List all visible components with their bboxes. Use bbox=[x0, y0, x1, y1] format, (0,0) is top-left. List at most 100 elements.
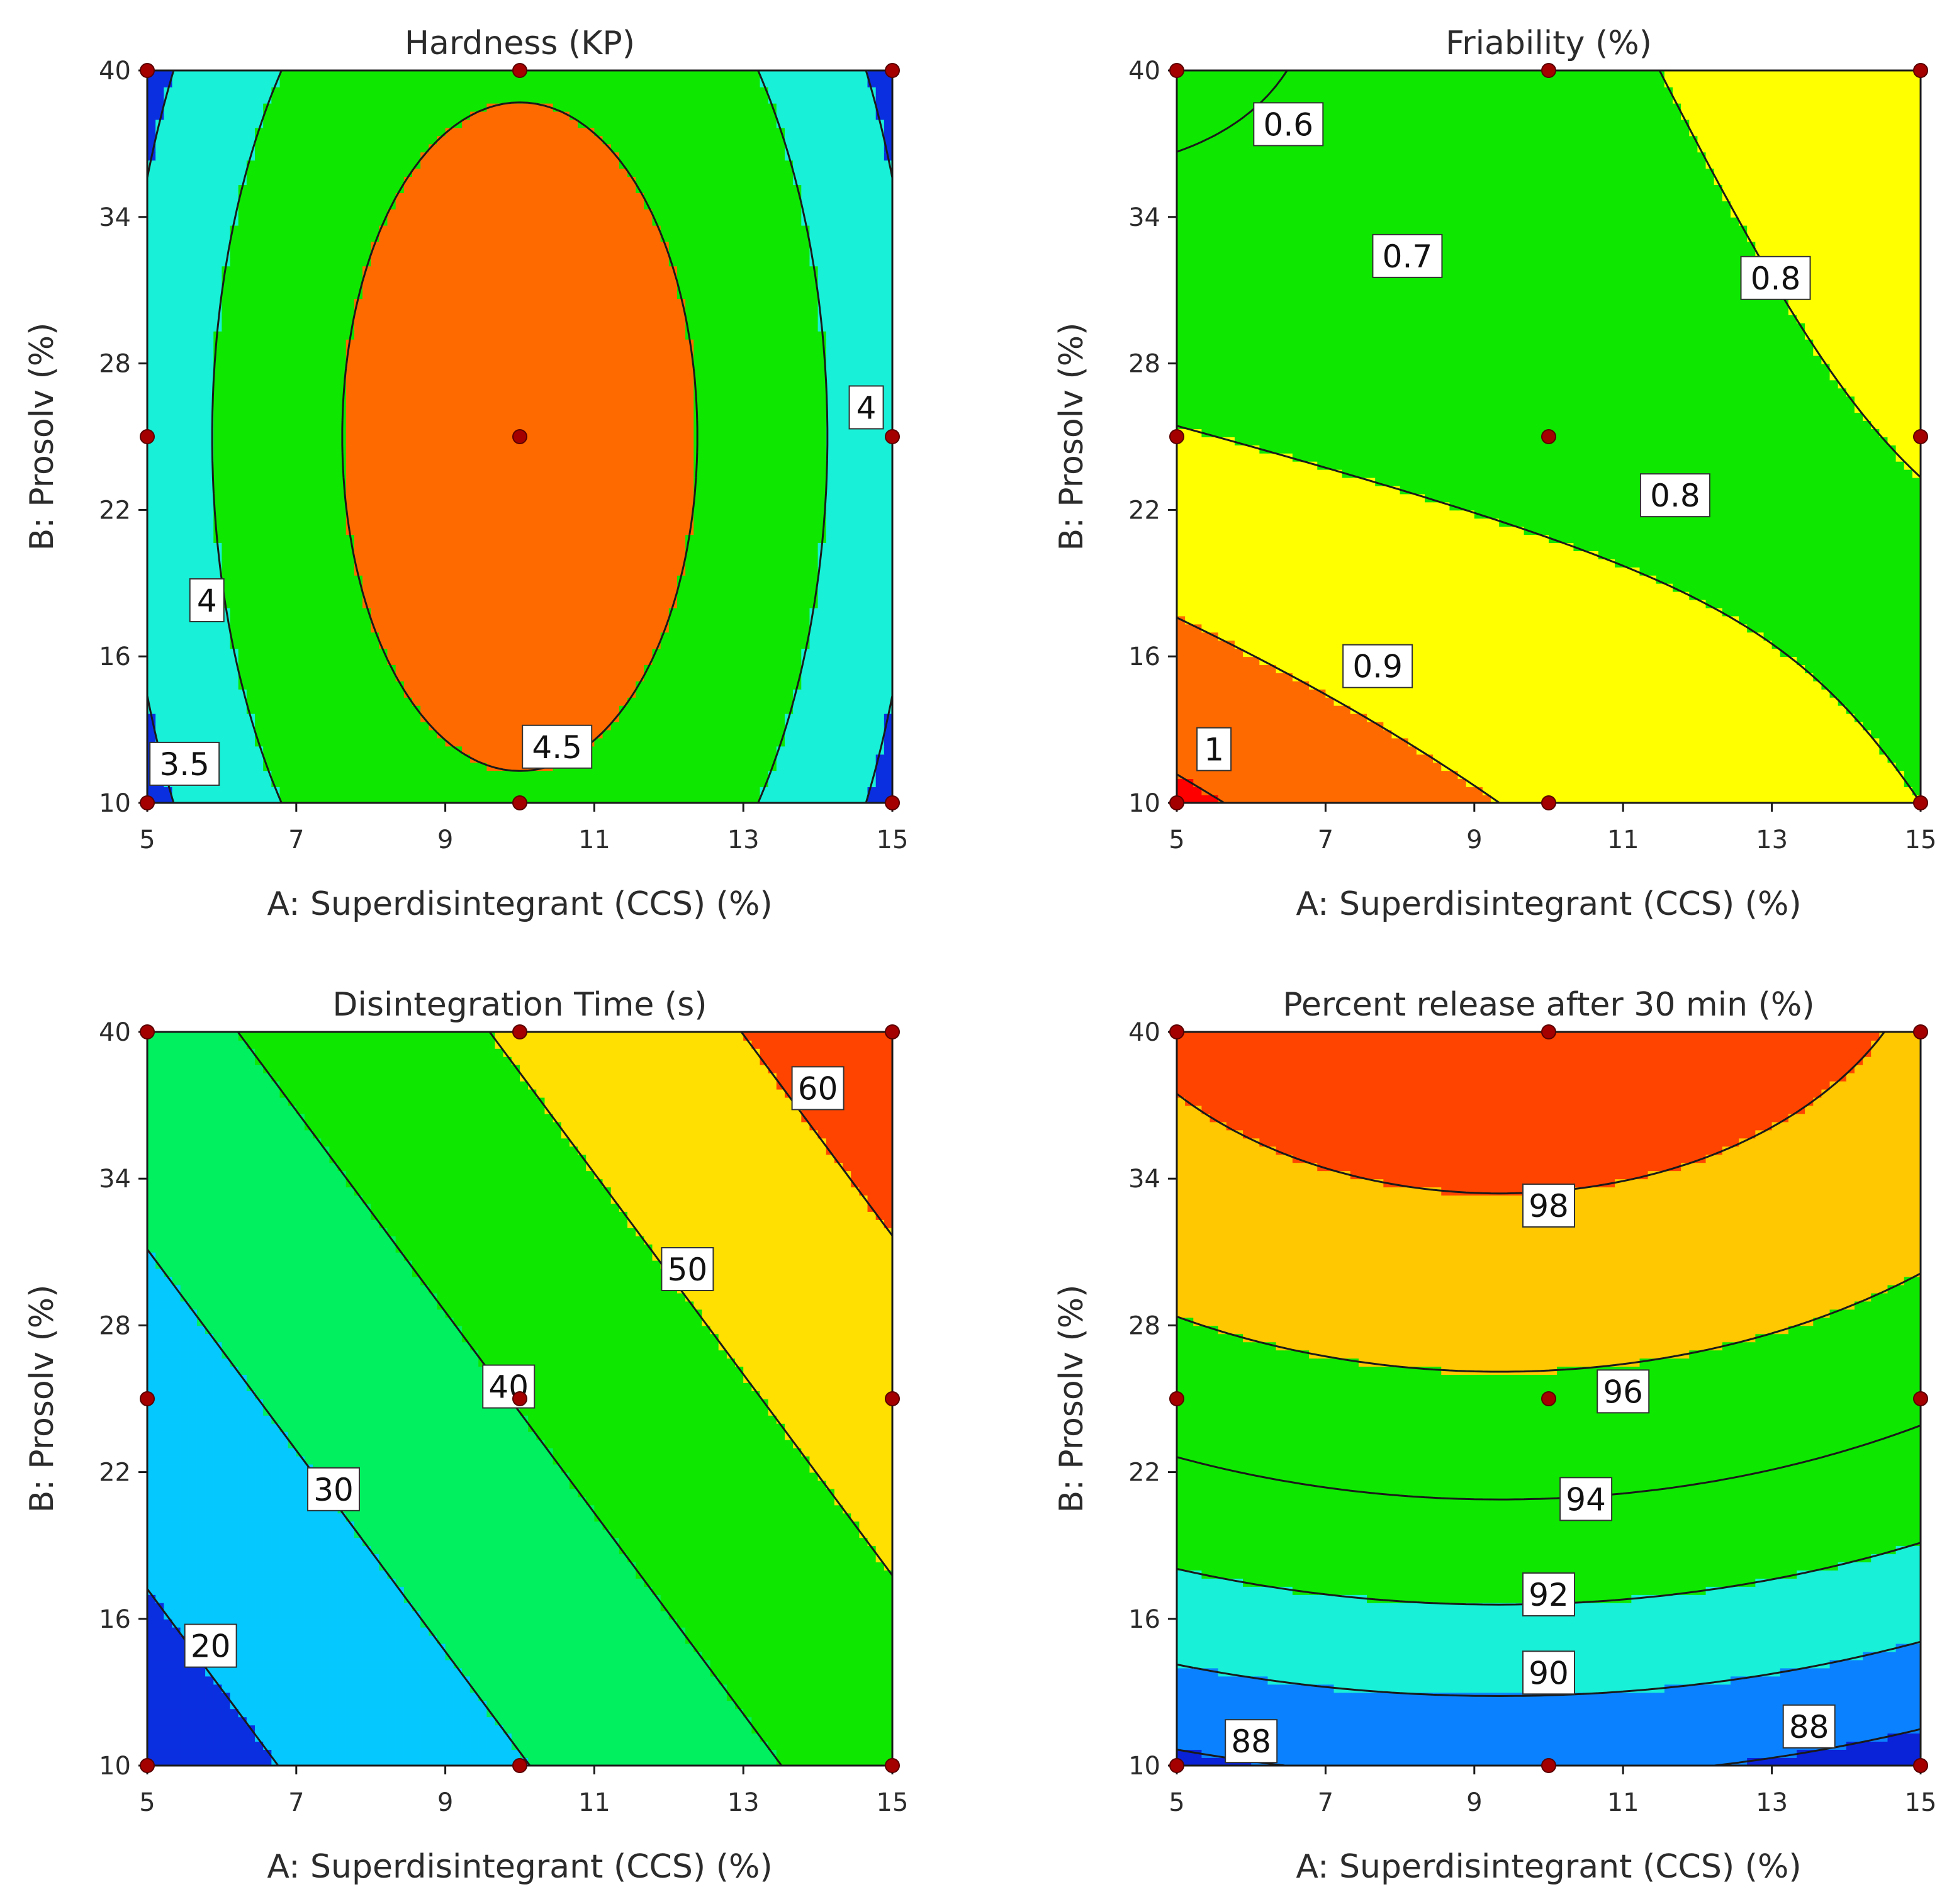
x-tick-label: 15 bbox=[1905, 1788, 1937, 1817]
x-tick-label: 13 bbox=[1756, 1788, 1788, 1817]
y-tick-label: 10 bbox=[99, 1752, 131, 1781]
y-tick-label: 40 bbox=[1128, 57, 1160, 86]
contour-label: 3.5 bbox=[159, 746, 210, 783]
y-tick-label: 10 bbox=[1128, 1752, 1160, 1781]
contour-label-box bbox=[149, 741, 220, 786]
design-point bbox=[885, 429, 900, 444]
design-point bbox=[1169, 63, 1184, 78]
x-tick-label: 9 bbox=[437, 1788, 453, 1817]
y-tick-label: 28 bbox=[99, 350, 131, 379]
design-point bbox=[512, 1758, 527, 1773]
contour-label-box bbox=[1782, 1704, 1836, 1749]
design-point bbox=[1541, 429, 1556, 444]
contour-panel-2: 5 7 9 11 13 15 10 16 22 28 34 40 Friability (%) A: Su… bbox=[1053, 25, 1936, 923]
y-tick-label: 16 bbox=[99, 1605, 131, 1634]
x-tick-label: 5 bbox=[139, 1788, 155, 1817]
contour-label: 0.7 bbox=[1383, 238, 1433, 275]
design-point bbox=[1913, 1391, 1928, 1406]
contour-lines bbox=[147, 1032, 892, 1766]
design-point bbox=[140, 429, 155, 444]
contour-line-4.5 bbox=[341, 101, 699, 772]
design-point bbox=[512, 1024, 527, 1039]
x-axis-label: A: Superdisintegrant (CCS) (%) bbox=[1296, 1848, 1801, 1886]
design-point bbox=[1913, 1024, 1928, 1039]
design-point bbox=[512, 63, 527, 78]
y-tick-label: 34 bbox=[1128, 203, 1160, 232]
design-point bbox=[885, 1024, 900, 1039]
x-tick-label: 5 bbox=[139, 826, 155, 854]
chart-title: Percent release after 30 min (%) bbox=[1283, 986, 1814, 1024]
x-tick-label: 5 bbox=[1169, 826, 1184, 854]
contour-label: 92 bbox=[1529, 1577, 1569, 1613]
x-tick-label: 7 bbox=[288, 1788, 304, 1817]
y-tick-label: 16 bbox=[99, 642, 131, 671]
y-tick-label: 10 bbox=[99, 789, 131, 818]
chart-title: Disintegration Time (s) bbox=[332, 986, 707, 1024]
contour-label: 0.8 bbox=[1751, 260, 1801, 297]
x-tick-label: 13 bbox=[727, 826, 760, 854]
contour-line-4 bbox=[211, 70, 829, 803]
design-point bbox=[140, 1758, 155, 1773]
y-tick-label: 22 bbox=[99, 1459, 131, 1487]
design-point bbox=[140, 1024, 155, 1039]
contour-label-box bbox=[184, 1623, 237, 1668]
design-point bbox=[512, 795, 527, 810]
design-point bbox=[512, 1391, 527, 1406]
y-tick-label: 10 bbox=[1128, 789, 1160, 818]
contour-line-96 bbox=[1177, 1272, 1921, 1373]
contour-label: 0.8 bbox=[1650, 478, 1700, 514]
y-axis-label: B: Prosolv (%) bbox=[1053, 1285, 1091, 1513]
design-point bbox=[885, 1391, 900, 1406]
contour-label-box bbox=[1740, 255, 1811, 300]
x-tick-label: 13 bbox=[727, 1788, 760, 1817]
y-axis-label: B: Prosolv (%) bbox=[1053, 323, 1091, 551]
x-axis-label: A: Superdisintegrant (CCS) (%) bbox=[1296, 885, 1801, 923]
y-tick-label: 22 bbox=[99, 496, 131, 525]
contour-label-box bbox=[1225, 1719, 1278, 1764]
contour-label-box bbox=[1522, 1183, 1575, 1228]
contour-label-box bbox=[1342, 644, 1413, 688]
x-tick-label: 11 bbox=[1607, 826, 1639, 854]
contour-line-3.5 bbox=[147, 70, 892, 803]
contour-label: 20 bbox=[191, 1628, 231, 1665]
design-point bbox=[885, 63, 900, 78]
contour-label-box bbox=[1597, 1369, 1650, 1414]
x-tick-label: 15 bbox=[877, 826, 909, 854]
contour-label: 60 bbox=[798, 1070, 838, 1107]
x-tick-label: 9 bbox=[1466, 1788, 1482, 1817]
y-tick-label: 34 bbox=[99, 1165, 131, 1194]
design-point bbox=[1913, 63, 1928, 78]
contour-lines bbox=[147, 70, 892, 803]
contour-label: 98 bbox=[1529, 1188, 1569, 1224]
contour-fill bbox=[147, 70, 892, 803]
design-point bbox=[885, 1758, 900, 1773]
design-point bbox=[1169, 1024, 1184, 1039]
contour-line-92 bbox=[1177, 1542, 1921, 1606]
x-tick-label: 7 bbox=[1318, 826, 1333, 854]
contour-label-box bbox=[661, 1247, 714, 1292]
contour-label-box bbox=[307, 1467, 360, 1511]
x-tick-label: 11 bbox=[578, 1788, 610, 1817]
x-tick-label: 11 bbox=[1607, 1788, 1639, 1817]
chart-title: Hardness (KP) bbox=[405, 25, 635, 62]
y-tick-label: 34 bbox=[99, 203, 131, 232]
design-point bbox=[512, 429, 527, 444]
x-tick-label: 7 bbox=[288, 826, 304, 854]
y-tick-label: 40 bbox=[1128, 1018, 1160, 1047]
contour-label: 1 bbox=[1204, 732, 1224, 768]
contour-label: 88 bbox=[1789, 1709, 1829, 1745]
contour-label: 88 bbox=[1231, 1723, 1271, 1760]
contour-label: 4 bbox=[197, 583, 217, 619]
x-tick-label: 7 bbox=[1318, 1788, 1333, 1817]
y-tick-label: 28 bbox=[1128, 1311, 1160, 1340]
contour-label: 90 bbox=[1529, 1655, 1569, 1691]
y-axis-label: B: Prosolv (%) bbox=[23, 323, 61, 551]
x-tick-label: 13 bbox=[1756, 826, 1788, 854]
contour-label-box bbox=[1559, 1477, 1613, 1521]
contour-label-box bbox=[1639, 473, 1710, 518]
contour-label: 0.9 bbox=[1352, 649, 1403, 685]
contour-panel-3: 5 7 9 11 13 15 10 16 22 28 34 40 Disintegration Time… bbox=[23, 986, 908, 1886]
contour-label-box bbox=[1522, 1650, 1575, 1695]
contour-label: 30 bbox=[313, 1472, 354, 1508]
y-tick-label: 28 bbox=[1128, 350, 1160, 379]
